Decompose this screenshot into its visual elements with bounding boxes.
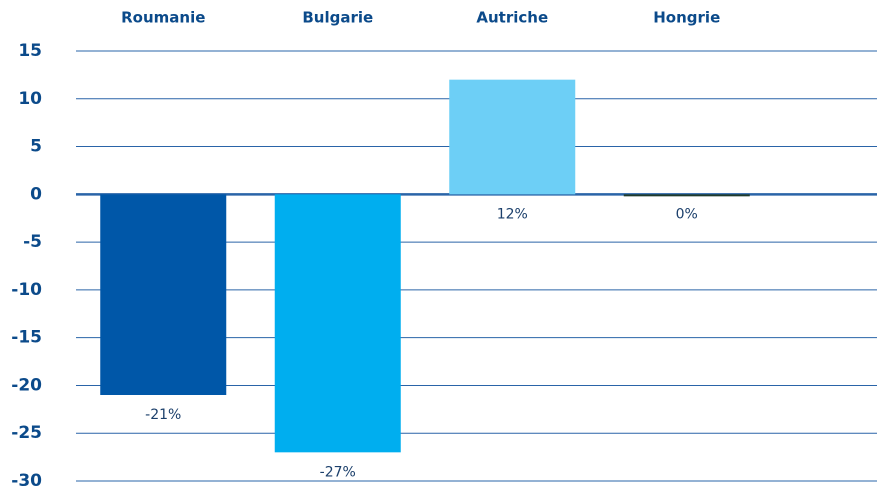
y-tick-label: -5 [23,232,42,252]
bar [449,79,576,195]
y-tick-label: 0 [30,184,42,204]
y-tick-label: 15 [18,41,42,61]
y-tick-label: -30 [11,471,42,489]
bar [100,194,227,395]
category-label: Hongrie [653,9,720,27]
y-tick-label: -15 [11,328,42,348]
value-label: -27% [320,464,356,480]
category-label: Bulgarie [302,9,373,27]
value-label: -21% [145,407,181,423]
y-tick-label: 10 [18,89,42,109]
y-tick-label: -10 [11,280,42,300]
y-tick-label: 5 [30,137,42,157]
category-label: Roumanie [121,9,205,27]
bar [623,194,750,197]
y-tick-label: -20 [11,375,42,395]
category-label: Autriche [476,9,548,27]
bar [274,194,401,453]
value-label: 12% [497,206,528,222]
value-label: 0% [676,206,698,222]
y-tick-label: -25 [11,423,42,443]
